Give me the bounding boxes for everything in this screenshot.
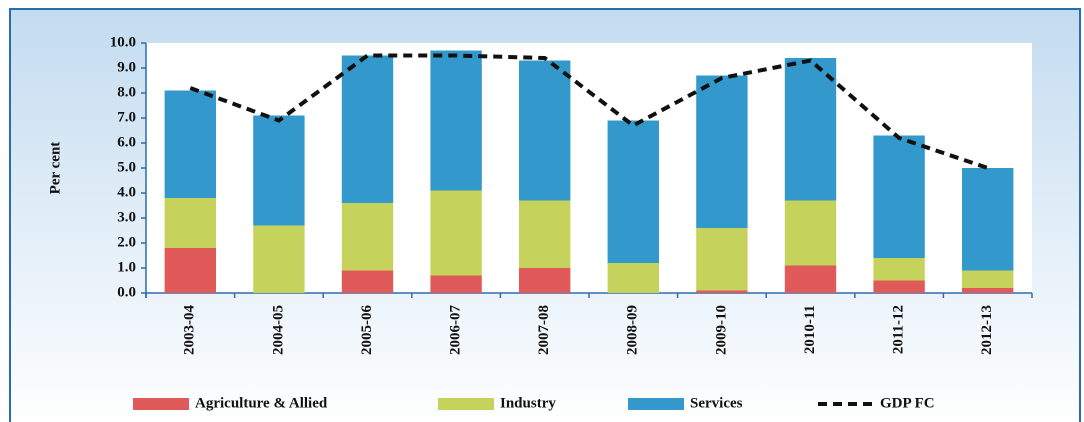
bar	[253, 225, 305, 293]
bar	[873, 258, 925, 281]
x-tick-label: 2008-09	[625, 305, 641, 355]
bar	[962, 288, 1014, 293]
x-tick-label: 2007-08	[536, 305, 552, 355]
x-tick-label: 2005-06	[359, 305, 375, 355]
bar	[519, 268, 571, 293]
legend-label: Industry	[500, 395, 556, 411]
legend-marker	[628, 398, 684, 410]
bar	[962, 168, 1014, 271]
bar	[873, 280, 925, 293]
bar	[164, 90, 216, 198]
x-tick-label: 2012-13	[979, 305, 995, 355]
bar	[519, 60, 571, 201]
y-tick-label: 6.0	[117, 134, 136, 150]
line	[189, 53, 989, 170]
bar	[607, 120, 659, 263]
x-tick-label: 2010-11	[802, 305, 818, 354]
x-tick-label: 2003-04	[182, 305, 198, 355]
y-axis-label: Per cent	[47, 142, 63, 195]
legend-label: Agriculture & Allied	[195, 395, 328, 411]
bar	[696, 290, 748, 293]
x-tick-label: 2006-07	[448, 305, 464, 355]
bar	[784, 200, 837, 266]
x-tick-label: 2009-10	[713, 305, 729, 355]
bar	[784, 58, 837, 201]
y-tick-label: 0.0	[117, 284, 136, 300]
y-tick-label: 10.0	[110, 34, 136, 50]
legend-label: GDP FC	[880, 395, 935, 411]
bar	[607, 263, 659, 293]
bar	[341, 203, 394, 271]
bar	[962, 270, 1014, 288]
legend-marker	[438, 398, 494, 410]
y-tick-label: 4.0	[117, 184, 136, 200]
y-tick-label: 1.0	[117, 259, 136, 275]
bar	[430, 50, 482, 191]
legend-marker	[133, 398, 189, 410]
bar	[164, 248, 216, 293]
bar	[519, 200, 571, 268]
y-tick-label: 2.0	[117, 234, 136, 250]
bar	[696, 228, 748, 291]
bar	[341, 55, 394, 203]
bar	[430, 275, 482, 293]
legend-label: Services	[690, 395, 743, 411]
bar	[873, 135, 925, 258]
y-tick-label: 9.0	[117, 59, 136, 75]
y-tick-label: 7.0	[117, 109, 136, 125]
bar	[696, 75, 748, 228]
x-tick-label: 2011-12	[891, 305, 907, 354]
y-tick-label: 8.0	[117, 84, 136, 100]
bar	[164, 198, 216, 248]
x-tick-label: 2004-05	[270, 305, 286, 355]
y-tick-label: 5.0	[117, 159, 136, 175]
bar	[430, 190, 482, 276]
bar	[253, 115, 305, 226]
bar	[341, 270, 394, 293]
y-tick-label: 3.0	[117, 209, 136, 225]
bar	[784, 265, 837, 293]
